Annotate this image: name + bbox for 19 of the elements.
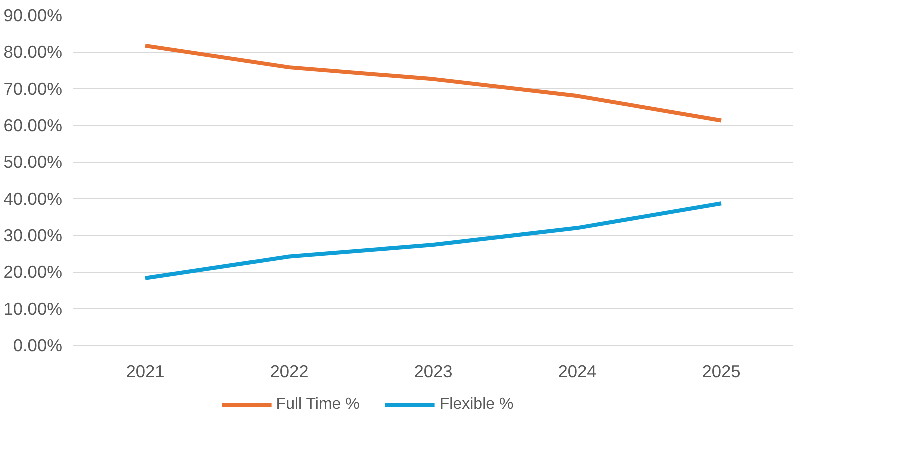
- legend-label: Flexible %: [440, 396, 514, 414]
- y-tick-label: 20.00%: [4, 262, 63, 282]
- x-tick-label: 2024: [558, 362, 598, 382]
- y-tick-label: 60.00%: [4, 116, 63, 136]
- y-tick-label: 70.00%: [4, 78, 63, 99]
- x-tick-label: 2025: [702, 362, 741, 382]
- y-tick-label: 0.00%: [13, 336, 63, 356]
- y-tick-label: 80.00%: [4, 42, 63, 62]
- y-tick-label: 50.00%: [4, 152, 63, 172]
- y-tick-label: 90.00%: [4, 6, 63, 26]
- y-tick-label: 10.00%: [4, 298, 63, 319]
- line-series: [144, 202, 724, 280]
- x-tick-label: 2021: [126, 362, 165, 382]
- line-series: [144, 44, 724, 123]
- x-tick-label: 2023: [414, 362, 453, 382]
- legend-label: Full Time %: [276, 396, 360, 414]
- y-tick-label: 30.00%: [4, 226, 63, 246]
- x-tick-label: 2022: [270, 362, 309, 382]
- y-tick-label: 40.00%: [4, 188, 63, 209]
